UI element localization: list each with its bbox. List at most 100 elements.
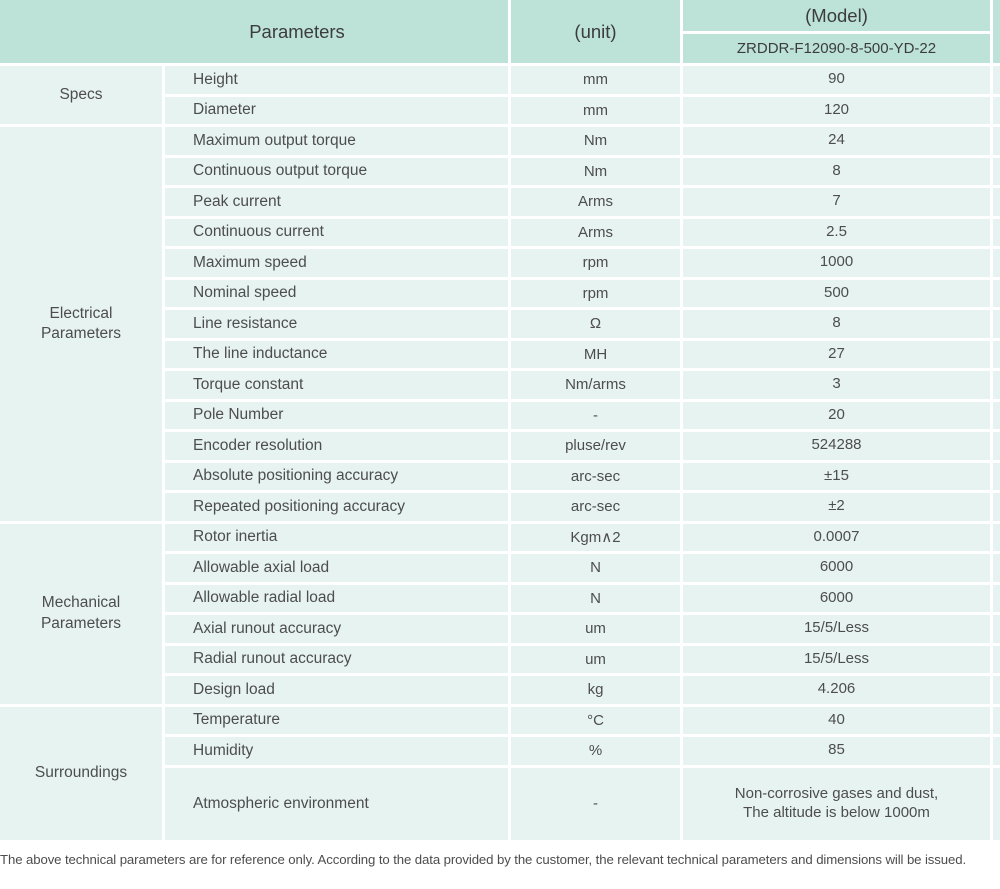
clipped-column-sliver (993, 462, 1000, 493)
section-label: Electrical Parameters (0, 127, 165, 524)
unit-cell: kg (511, 676, 683, 707)
clipped-column-sliver (993, 157, 1000, 188)
value-cell: 15/5/Less (683, 645, 993, 676)
table-row: Continuous output torque Nm 8 (0, 157, 1000, 188)
value-cell: 24 (683, 127, 993, 158)
clipped-column-sliver (993, 371, 1000, 402)
param-name-cell: Height (165, 66, 511, 97)
clipped-column-sliver (993, 493, 1000, 524)
unit-cell: Ω (511, 310, 683, 341)
param-name-cell: Peak current (165, 188, 511, 219)
unit-cell: Nm (511, 157, 683, 188)
table-row: Nominal speed rpm 500 (0, 279, 1000, 310)
value-cell: 500 (683, 279, 993, 310)
section-label: Mechanical Parameters (0, 523, 165, 707)
clipped-column-sliver (993, 584, 1000, 615)
clipped-column-sliver (993, 96, 1000, 127)
table-row: Absolute positioning accuracy arc-sec ±15 (0, 462, 1000, 493)
unit-cell: % (511, 737, 683, 768)
unit-cell: Kgm∧2 (511, 523, 683, 554)
value-cell: 27 (683, 340, 993, 371)
value-cell: 8 (683, 157, 993, 188)
unit-cell: Arms (511, 218, 683, 249)
value-cell: ±15 (683, 462, 993, 493)
param-name-cell: Allowable axial load (165, 554, 511, 585)
table-row: Pole Number -20 (0, 401, 1000, 432)
table-row: Radial runout accuracy um 15/5/Less (0, 645, 1000, 676)
value-cell: 0.0007 (683, 523, 993, 554)
table-row: Torque constant Nm/arms 3 (0, 371, 1000, 402)
param-name-cell: Pole Number (165, 401, 511, 432)
clipped-column-sliver (993, 676, 1000, 707)
table-row: Humidity% 85 (0, 737, 1000, 768)
spec-table-body: Specs Height mm 90 Diameter mm 120 Electrical P… (0, 66, 1000, 843)
clipped-column-sliver (993, 645, 1000, 676)
spec-table: Parameters (unit) (Model) ZRDDR-F12090-8… (0, 0, 1000, 843)
param-name-cell: Diameter (165, 96, 511, 127)
param-name-cell: Radial runout accuracy (165, 645, 511, 676)
unit-cell: arc-sec (511, 462, 683, 493)
param-name-cell: Axial runout accuracy (165, 615, 511, 646)
clipped-column-sliver (993, 279, 1000, 310)
value-cell: 40 (683, 706, 993, 737)
param-name-cell: Nominal speed (165, 279, 511, 310)
param-name-cell: Encoder resolution (165, 432, 511, 463)
table-row: Diameter mm 120 (0, 96, 1000, 127)
table-row: Surroundings Temperature °C 40 (0, 706, 1000, 843)
unit-cell: mm (511, 96, 683, 127)
clipped-column-sliver (993, 218, 1000, 249)
param-name-cell: Allowable radial load (165, 584, 511, 615)
clipped-column-sliver (993, 523, 1000, 554)
table-row: Continuous current Arms 2.5 (0, 218, 1000, 249)
section-label: Surroundings (0, 706, 165, 843)
value-cell: 4.206 (683, 676, 993, 707)
value-cell: ±2 (683, 493, 993, 524)
table-row: Atmospheric environment - Non-corrosive ga… (0, 767, 1000, 843)
unit-cell: Arms (511, 188, 683, 219)
unit-cell: Nm (511, 127, 683, 158)
value-cell: 85 (683, 737, 993, 768)
clipped-column-sliver (993, 127, 1000, 158)
clipped-column-sliver (993, 737, 1000, 768)
value-cell: 1000 (683, 249, 993, 280)
table-row: Axial runout accuracy um 15/5/Less (0, 615, 1000, 646)
value-cell: 6000 (683, 554, 993, 585)
table-row: Peak current Arms 7 (0, 188, 1000, 219)
table-header: Parameters (unit) (Model) ZRDDR-F12090-8… (0, 0, 1000, 66)
unit-cell: MH (511, 340, 683, 371)
table-row: Electrical Parameters Maximum output torq… (0, 127, 1000, 524)
unit-cell: um (511, 645, 683, 676)
clipped-column-sliver (993, 401, 1000, 432)
section-label: Specs (0, 66, 165, 127)
header-parameters: Parameters (0, 0, 511, 66)
value-cell: 20 (683, 401, 993, 432)
clipped-column-sliver (993, 554, 1000, 585)
table-row: Repeated positioning accuracy arc-sec ±2 (0, 493, 1000, 524)
unit-cell: N (511, 554, 683, 585)
clipped-column-sliver (993, 340, 1000, 371)
param-name-cell: Maximum output torque (165, 127, 511, 158)
clipped-column-sliver (993, 249, 1000, 280)
unit-cell: N (511, 584, 683, 615)
value-cell: 3 (683, 371, 993, 402)
param-name-cell: Atmospheric environment (165, 767, 511, 843)
header-unit: (unit) (511, 0, 683, 66)
param-name-cell: Continuous output torque (165, 157, 511, 188)
header-model-number: ZRDDR-F12090-8-500-YD-22 (683, 34, 993, 66)
unit-cell: rpm (511, 279, 683, 310)
param-name-cell: Repeated positioning accuracy (165, 493, 511, 524)
param-name-cell: Design load (165, 676, 511, 707)
clipped-column-sliver (993, 310, 1000, 341)
clipped-column-sliver (993, 615, 1000, 646)
table-row: Allowable radial load N 6000 (0, 584, 1000, 615)
clipped-column-sliver (993, 432, 1000, 463)
param-name-cell: Temperature (165, 706, 511, 737)
value-cell: 524288 (683, 432, 993, 463)
clipped-column-sliver (993, 706, 1000, 737)
table-row: Specs Height mm 90 (0, 66, 1000, 127)
param-name-cell: Absolute positioning accuracy (165, 462, 511, 493)
footnote: The above technical parameters are for r… (0, 852, 967, 867)
unit-cell: rpm (511, 249, 683, 280)
value-cell: 120 (683, 96, 993, 127)
